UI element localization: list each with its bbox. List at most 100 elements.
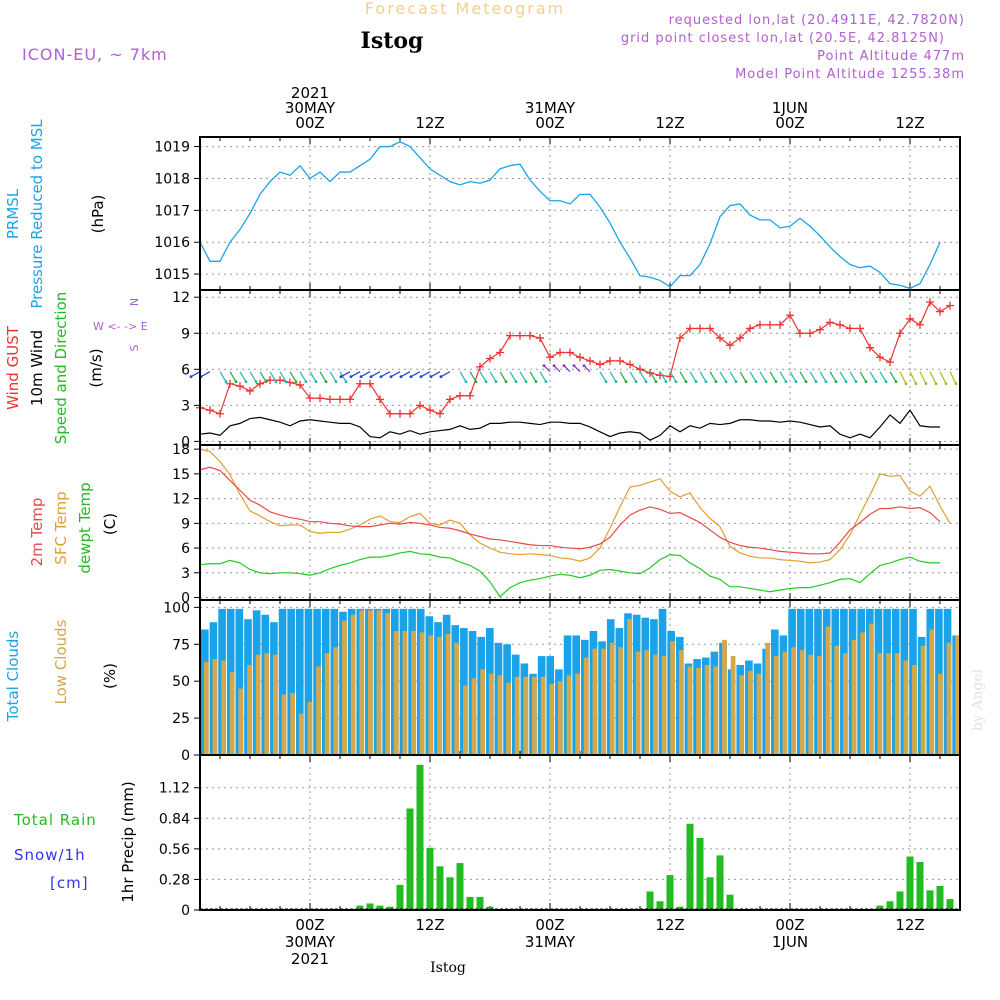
low-cloud-bar	[601, 648, 606, 755]
pressure-frame	[199, 136, 961, 291]
temp-panel: 0 3 6 9 12 15 18	[172, 442, 960, 607]
wind-arrow-head	[704, 380, 708, 384]
low-cloud-bar	[713, 666, 719, 755]
rain-bar	[406, 808, 414, 910]
low-cloud-bar	[402, 631, 408, 755]
low-cloud-bar	[480, 669, 485, 755]
low-cloud-bar	[877, 653, 883, 755]
gust-marker	[906, 314, 914, 323]
rain-bar	[906, 856, 914, 910]
low-cloud-bar	[782, 651, 788, 755]
gust-marker	[206, 406, 214, 415]
sfc-temp-line	[199, 448, 951, 564]
low-cloud-bar	[514, 676, 520, 755]
wind-arrow	[249, 371, 257, 383]
footer-location: Istog	[430, 960, 466, 976]
wind-unit: (m/s)	[87, 348, 105, 387]
gust-marker	[846, 324, 854, 333]
wind-arrow	[553, 365, 561, 373]
gust-marker	[756, 320, 764, 329]
gust-marker	[596, 360, 604, 369]
gust-marker	[856, 324, 864, 333]
wind-arrow-head	[244, 380, 248, 384]
gust-marker	[386, 409, 394, 418]
low-cloud-bar	[696, 667, 701, 755]
wind-arrow	[200, 371, 211, 378]
wind-arrow-head	[419, 375, 423, 379]
rain-bar	[936, 885, 944, 910]
wind-arrow-head	[814, 380, 818, 384]
wind-arrow-head	[624, 380, 628, 384]
wind-arrow-head	[804, 380, 808, 384]
total-clouds-label: Total Clouds	[4, 631, 22, 723]
gust-marker	[516, 331, 524, 340]
pressure-line	[199, 141, 941, 290]
wind-arrow	[299, 371, 307, 383]
low-cloud-bar	[238, 688, 244, 755]
pressure-label-desc: Pressure Reduced to MSL	[28, 119, 46, 309]
low-cloud-bar	[592, 648, 598, 755]
gust-marker	[276, 376, 284, 385]
low-cloud-bar	[523, 676, 529, 755]
wind-arrow	[459, 371, 467, 383]
wind-arrow	[489, 371, 497, 383]
gust-marker	[706, 324, 714, 333]
wind-arrow	[699, 371, 707, 383]
wind-arrow-head	[774, 380, 778, 384]
low-cloud-bar	[825, 626, 831, 755]
low-cloud-bar	[324, 653, 330, 755]
pressure-label-prmsl: PRMSL	[4, 188, 22, 239]
wind-arrow	[319, 371, 327, 383]
low-cloud-bar	[704, 664, 710, 755]
low-cloud-bar	[342, 620, 347, 755]
wind-arrow-head	[884, 380, 888, 384]
rain-bar	[706, 877, 714, 910]
y-tick-label: 0.28	[159, 872, 190, 888]
low-cloud-bar	[393, 631, 399, 755]
low-cloud-bar	[834, 645, 840, 755]
gust-marker	[766, 320, 774, 329]
wind-arrow	[679, 371, 687, 383]
wind-arrow	[669, 371, 677, 383]
wind-arrow-head	[514, 380, 518, 384]
low-cloud-bar	[955, 635, 960, 755]
low-cloud-bar	[886, 653, 891, 755]
y-tick-label: 9	[181, 326, 190, 342]
low-cloud-bar	[799, 650, 805, 755]
wind-frame	[199, 289, 961, 446]
bottom-time-label: 12Z	[415, 916, 444, 934]
total-cloud-bar	[296, 608, 304, 755]
wind-arrow-head	[314, 380, 318, 384]
wind-arrow	[289, 371, 297, 383]
wind-arrow-head	[914, 382, 918, 386]
rain-bar	[426, 847, 434, 910]
wind-arrow	[469, 371, 477, 383]
wind-arrow	[719, 371, 727, 383]
gust-marker	[236, 382, 244, 391]
wind-arrow	[430, 371, 441, 378]
wind-arrow-head	[189, 375, 193, 379]
wind-arrow	[799, 371, 807, 383]
low-cloud-bar	[652, 654, 658, 755]
wind-arrow-head	[894, 380, 898, 384]
y-tick-label: 100	[163, 600, 190, 616]
y-tick-label: 1.12	[159, 781, 190, 797]
top-time-label: 30MAY	[285, 99, 336, 117]
low-cloud-bar	[730, 656, 736, 755]
low-cloud-bar	[221, 660, 226, 755]
wind-arrow	[839, 371, 847, 383]
wind-arrow	[689, 371, 697, 383]
wind-arrow-head	[664, 380, 668, 384]
wind-arrow	[769, 371, 777, 383]
top-time-label: 1JUN	[772, 99, 808, 117]
low-cloud-bar	[618, 647, 624, 755]
gust-marker	[446, 395, 454, 404]
wind-arrow	[729, 371, 737, 383]
wind-panel: 0 3 6 9 12	[172, 290, 960, 450]
wind-arrow	[350, 371, 361, 378]
wind-arrow	[410, 371, 421, 378]
wind-arrow-head	[844, 380, 848, 384]
wind-arrow	[909, 371, 917, 384]
rain-bar	[666, 875, 674, 910]
wind-arrow-head	[294, 380, 298, 384]
